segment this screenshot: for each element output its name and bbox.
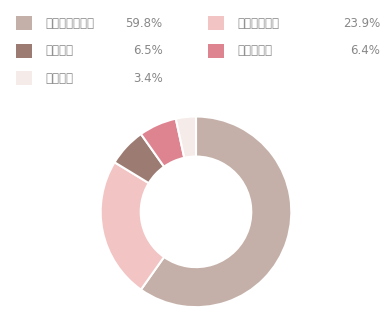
Wedge shape <box>141 119 184 167</box>
Text: 6.5%: 6.5% <box>133 44 163 57</box>
Text: 59.8%: 59.8% <box>125 17 163 30</box>
Text: 3.4%: 3.4% <box>133 71 163 85</box>
Text: 金融機関: 金融機関 <box>45 44 73 57</box>
Wedge shape <box>101 162 164 290</box>
Wedge shape <box>114 134 164 183</box>
Wedge shape <box>141 117 291 307</box>
Text: 6.4%: 6.4% <box>350 44 380 57</box>
Text: 証券会社: 証券会社 <box>45 71 73 85</box>
Wedge shape <box>176 117 196 158</box>
Text: その他国内法人: その他国内法人 <box>45 17 94 30</box>
Text: 23.9%: 23.9% <box>343 17 380 30</box>
Text: 外国法人等: 外国法人等 <box>237 44 272 57</box>
Text: 個人・その他: 個人・その他 <box>237 17 279 30</box>
